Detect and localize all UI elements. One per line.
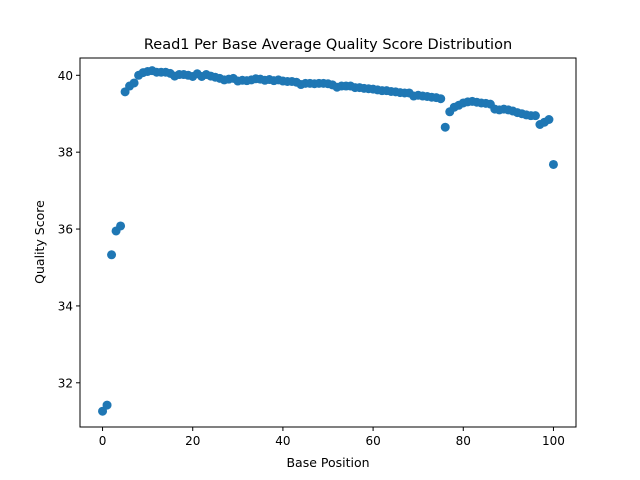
x-tick-label: 80 [456,434,471,448]
data-point [440,122,450,132]
x-tick-label: 0 [99,434,107,448]
data-point [544,115,554,124]
chart-title: Read1 Per Base Average Quality Score Dis… [144,37,512,53]
x-axis-ticks: 0 20 40 60 80 100 [99,427,565,448]
data-points [98,66,558,416]
y-tick-label: 32 [58,376,73,390]
data-point [548,159,558,169]
data-point [116,221,126,231]
y-tick-label: 38 [58,146,73,160]
x-axis-label: Base Position [286,455,369,470]
y-tick-label: 40 [58,69,73,83]
data-point [129,78,139,88]
y-axis-ticks: 32 34 36 38 40 [58,69,80,390]
plot-frame [79,57,577,428]
data-point [530,111,540,121]
x-tick-label: 20 [185,434,200,448]
x-tick-label: 60 [365,434,380,448]
y-axis-label: Quality Score [32,200,47,284]
data-point [436,94,446,104]
x-tick-label: 40 [275,434,290,448]
data-point [98,406,108,416]
y-tick-label: 36 [58,223,73,237]
x-tick-label: 100 [542,434,565,448]
data-point [107,250,117,260]
data-point [102,400,112,410]
y-tick-label: 34 [58,299,73,313]
